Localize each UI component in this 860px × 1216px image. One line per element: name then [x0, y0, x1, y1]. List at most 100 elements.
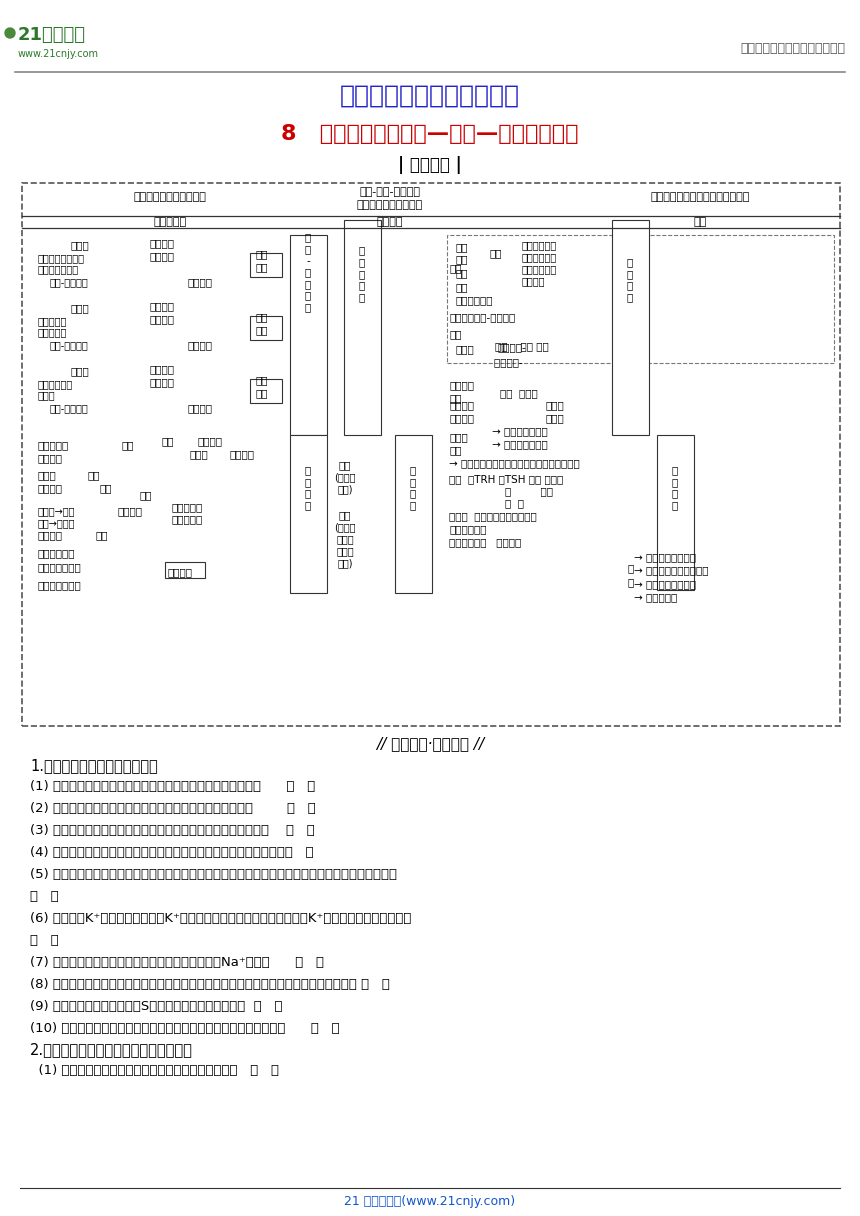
Text: 成熟或集中分: 成熟或集中分: [522, 264, 557, 274]
Text: 免疫活性物质: 免疫活性物质: [455, 295, 493, 305]
Text: (8) 神经递质与突触后膜上的相应受体结合后，就会引起突触后膜的电位变化为外负内正。 （   ）: (8) 神经递质与突触后膜上的相应受体结合后，就会引起突触后膜的电位变化为外负内…: [30, 978, 390, 991]
Bar: [22, 182, 840, 726]
Text: 基本方式: 基本方式: [197, 437, 222, 446]
Text: 元之间传递: 元之间传递: [172, 514, 203, 524]
Text: 双向传导: 双向传导: [38, 483, 63, 492]
Text: (10) 长时记忆可能与突触形态及功能的改变以及新突触的建立有关。      （   ）: (10) 长时记忆可能与突触形态及功能的改变以及新突触的建立有关。 （ ）: [30, 1021, 340, 1035]
Text: (7) 兴奋从神经元的细胞体传导至突触前膜，会引起Na⁺外流。      （   ）: (7) 兴奋从神经元的细胞体传导至突触前膜，会引起Na⁺外流。 （ ）: [30, 956, 324, 969]
Text: 血糖: 血糖: [255, 249, 268, 259]
Text: 内环境组成: 内环境组成: [153, 216, 187, 227]
Text: 过程  下TRH 垂TSH 分泌 甲状腺: 过程 下TRH 垂TSH 分泌 甲状腺: [449, 474, 563, 484]
Text: 疫细胞生成、: 疫细胞生成、: [522, 252, 557, 261]
Text: 神经-体液-免疫调节: 神经-体液-免疫调节: [359, 187, 421, 197]
Text: | 网络构建 |: | 网络构建 |: [398, 156, 462, 174]
Bar: [290, 235, 327, 435]
Text: 结构: 结构: [140, 490, 152, 500]
Text: 下丘脑: 下丘脑: [71, 366, 89, 376]
Text: 联系  功能异: 联系 功能异: [500, 388, 538, 398]
Text: 组织液、血浆、淋巴液等: 组织液、血浆、淋巴液等: [133, 192, 206, 202]
Text: // 高频易错·考前清零 //: // 高频易错·考前清零 //: [376, 736, 484, 751]
Text: 胰岛素、胰高血糖: 胰岛素、胰高血糖: [38, 253, 85, 263]
Text: 调节方式: 调节方式: [188, 277, 213, 287]
Text: 相关体  下丘脑、垂体、甲状腺: 相关体 下丘脑、垂体、甲状腺: [449, 511, 537, 520]
Text: 神
经
调
节: 神 经 调 节: [305, 466, 311, 510]
Text: 脊髓：低级中枢: 脊髓：低级中枢: [38, 562, 82, 572]
Text: 电信号: 电信号: [38, 471, 57, 480]
Text: 1.判断有关神经调节说法的正误: 1.判断有关神经调节说法的正误: [30, 758, 157, 773]
Text: 调节网络: 调节网络: [377, 216, 403, 227]
Text: → 促胰液素的发现: → 促胰液素的发现: [492, 426, 548, 437]
Text: 条件反射: 条件反射: [38, 454, 63, 463]
Text: 免疫自稳: 免疫自稳: [449, 400, 474, 410]
Text: 人
体
的
稳
态: 人 体 的 稳 态: [359, 246, 366, 302]
Bar: [612, 220, 649, 435]
Text: 常引起: 常引起: [546, 400, 565, 410]
Text: 2.判断有关内环境和体液调节说法的正误: 2.判断有关内环境和体液调节说法的正误: [30, 1042, 193, 1057]
Text: 非特异性免疫-两道防线: 非特异性免疫-两道防线: [449, 313, 515, 322]
Text: 体温: 体温: [255, 313, 268, 322]
Text: → 作为信使传递信息: → 作为信使传递信息: [634, 579, 696, 589]
Text: → 微量和高效: → 微量和高效: [634, 592, 678, 602]
Text: 免疫防御: 免疫防御: [449, 379, 474, 390]
Text: 特异性: 特异性: [455, 344, 474, 354]
Text: (1) 血浆和组织液相比，组织液中蛋白质的含量较多。   （   ）: (1) 血浆和组织液相比，组织液中蛋白质的含量较多。 （ ）: [30, 1064, 279, 1077]
Text: 21世纪教育: 21世纪教育: [18, 26, 86, 44]
Text: 免疫: 免疫: [455, 268, 468, 278]
Text: (途径、: (途径、: [335, 522, 356, 533]
Text: 体
液
调
节: 体 液 调 节: [410, 466, 416, 510]
Bar: [657, 435, 694, 590]
Text: 纵向调节特点: 纵向调节特点: [449, 524, 487, 534]
Text: 细胞: 细胞: [455, 282, 468, 292]
Text: 免疫监视: 免疫监视: [449, 413, 474, 423]
Text: (5) 调节排尿和呼吸的低级中枢分别在脊髓和下丘脑，控制膀胱的副交感神经兴奋有利于尿液的排出。: (5) 调节排尿和呼吸的低级中枢分别在脊髓和下丘脑，控制膀胱的副交感神经兴奋有利…: [30, 868, 397, 882]
Text: 通过信息分子相互作用: 通过信息分子相互作用: [357, 199, 423, 210]
Text: 调节: 调节: [255, 261, 268, 272]
Text: 脑：高级中枢: 脑：高级中枢: [38, 548, 76, 558]
Text: 激素的: 激素的: [449, 432, 468, 441]
Text: 反射弧: 反射弧: [190, 449, 209, 458]
Text: (1) 交感神经和副交感神经属于传出神经，其活动受意识支配。      （   ）: (1) 交感神经和副交感神经属于传出神经，其活动受意识支配。 （ ）: [30, 779, 316, 793]
Text: 信号转换: 信号转换: [118, 506, 143, 516]
Text: 种类: 种类: [449, 330, 462, 339]
Text: 联系: 联系: [490, 248, 502, 258]
Text: 神经-体液调节: 神经-体液调节: [50, 402, 89, 413]
Bar: [250, 316, 282, 340]
Text: 器官: 器官: [455, 254, 468, 264]
Text: (3) 条件反射的数量虽是有限的，但使机体具有了更强的预见性。    （   ）: (3) 条件反射的数量虽是有限的，但使机体具有了更强的预见性。 （ ）: [30, 824, 315, 837]
Text: 调节: 调节: [255, 388, 268, 398]
Text: 调节方式: 调节方式: [188, 340, 213, 350]
Text: 脑  体: 脑 体: [505, 499, 524, 508]
Text: 单向传递: 单向传递: [38, 530, 63, 540]
Text: 8   内环境稳态及神经—体液—免疫调节网络: 8 内环境稳态及神经—体液—免疫调节网络: [281, 124, 579, 143]
Text: → 激素调节的含义: → 激素调节的含义: [492, 439, 548, 449]
Text: (6) 细胞外的K⁺浓度大于细胞内的K⁺浓度，所以在静息电位形成的过程中K⁺运输的方式是主动运输。: (6) 细胞外的K⁺浓度大于细胞内的K⁺浓度，所以在静息电位形成的过程中K⁺运输…: [30, 912, 411, 925]
Text: 布的场所: 布的场所: [522, 276, 545, 286]
Text: 神经-体液调节: 神经-体液调节: [50, 277, 89, 287]
Text: 激
素
调
节: 激 素 调 节: [672, 466, 679, 510]
Text: www.21cnjy.com: www.21cnjy.com: [18, 49, 99, 60]
Text: (2) 交感神经活动占优势时，身体的各个器官的活动都增强。        （   ）: (2) 交感神经活动占优势时，身体的各个器官的活动都增强。 （ ）: [30, 803, 316, 815]
Text: 神经中枢: 神经中枢: [150, 238, 175, 248]
Text: （   ）: （ ）: [30, 890, 58, 903]
Bar: [250, 253, 282, 277]
Text: 点: 点: [628, 578, 635, 587]
Bar: [344, 220, 381, 435]
Text: 反射: 反射: [162, 437, 175, 446]
Text: → 通过体液进行运输: → 通过体液进行运输: [634, 552, 696, 562]
Text: 神经中枢: 神经中枢: [150, 364, 175, 375]
Text: (调控、: (调控、: [335, 472, 356, 482]
Text: 素、肾上腺素等: 素、肾上腺素等: [38, 264, 79, 274]
Text: 高考生物二轮复习专题学案: 高考生物二轮复习专题学案: [340, 84, 520, 108]
Bar: [250, 379, 282, 402]
Bar: [395, 435, 432, 593]
Text: 特: 特: [628, 563, 635, 573]
Text: 非条件反射: 非条件反射: [38, 440, 70, 450]
Text: （   ）: （ ）: [30, 934, 58, 947]
Text: 相关激素: 相关激素: [150, 250, 175, 261]
Bar: [165, 562, 205, 578]
Text: 分级调节: 分级调节: [168, 567, 193, 578]
Text: 特点: 特点: [96, 530, 108, 540]
Text: 时间): 时间): [337, 558, 353, 568]
Text: 结构基础: 结构基础: [230, 449, 255, 458]
Text: 中小学教育资源及组卷应用平台: 中小学教育资源及组卷应用平台: [740, 43, 845, 55]
